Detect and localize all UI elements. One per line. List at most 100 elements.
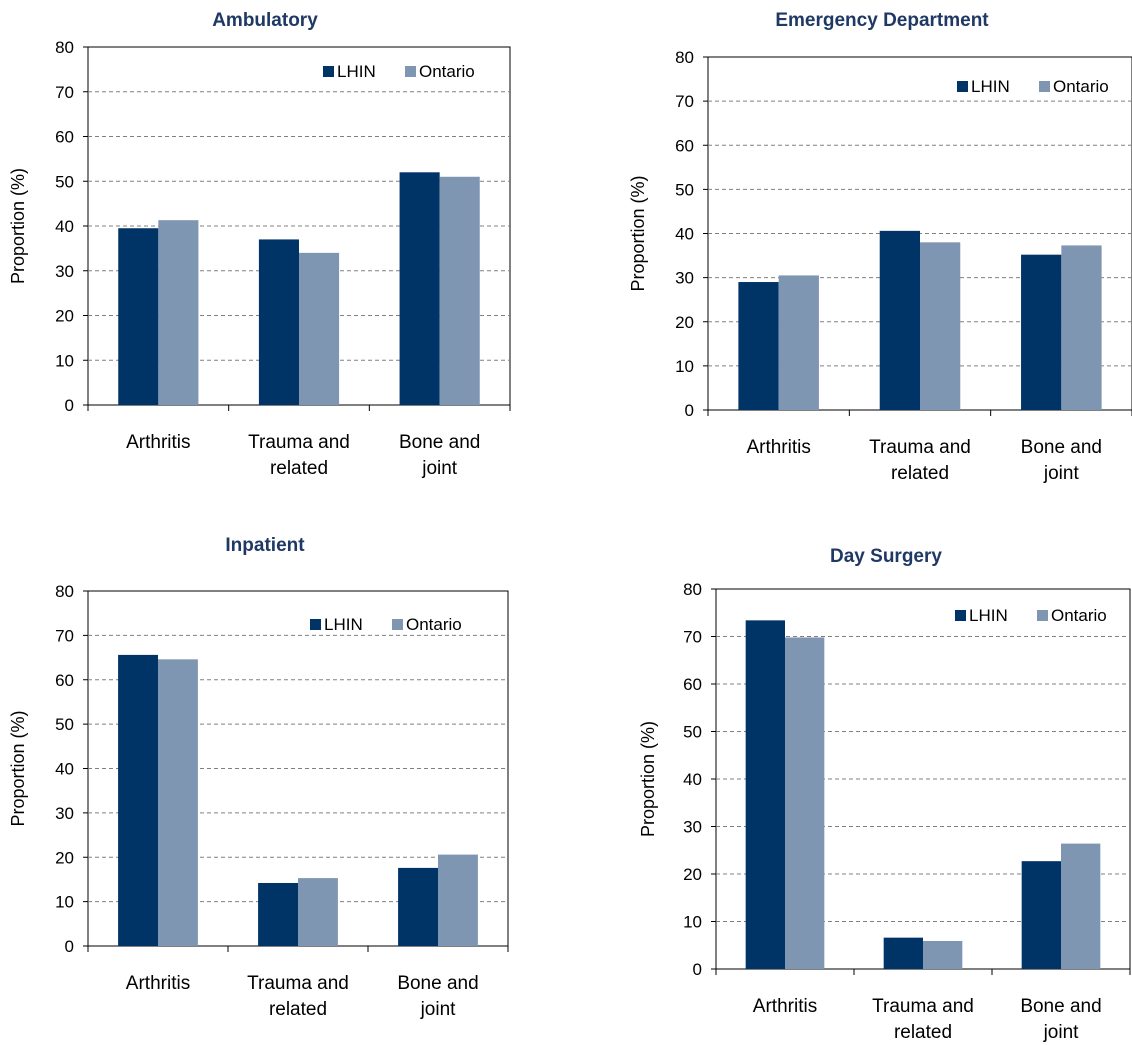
legend-label-ontario: Ontario [1053, 77, 1109, 96]
legend-label-ontario: Ontario [419, 62, 475, 81]
legend-label-ontario: Ontario [406, 615, 462, 634]
bar-ontario-2 [920, 242, 961, 410]
bar-ontario-2 [923, 940, 963, 969]
legend-swatch-ontario [1037, 610, 1048, 621]
bar-lhin-1 [118, 654, 158, 946]
y-tick-label: 20 [683, 865, 702, 884]
y-axis-label: Proportion (%) [638, 721, 658, 837]
y-tick-label: 40 [683, 770, 702, 789]
y-tick-label: 60 [683, 675, 702, 694]
y-tick-label: 0 [65, 937, 74, 956]
y-tick-label: 70 [55, 83, 74, 102]
bar-lhin-1 [118, 228, 159, 405]
y-axis-label: Proportion (%) [628, 175, 648, 291]
y-tick-label: 30 [55, 804, 74, 823]
y-tick-label: 20 [55, 307, 74, 326]
legend-label-lhin: LHIN [971, 77, 1010, 96]
y-tick-label: 60 [55, 671, 74, 690]
y-tick-label: 10 [683, 913, 702, 932]
legend-swatch-lhin [310, 619, 321, 630]
y-tick-label: 0 [65, 396, 74, 415]
category-label: Arthritis [753, 996, 817, 1017]
y-tick-label: 40 [55, 217, 74, 236]
chart-title: Inpatient [225, 535, 305, 556]
chart-title: Day Surgery [830, 546, 942, 567]
legend-swatch-ontario [392, 619, 403, 630]
y-tick-label: 70 [683, 628, 702, 647]
bar-ontario-1 [158, 659, 198, 946]
y-tick-label: 50 [55, 715, 74, 734]
chart-ambulatory: Ambulatory 0 10 20 30 40 50 60 70 80 Arthritis Trau… [0, 0, 566, 522]
legend-label-ontario: Ontario [1051, 606, 1107, 625]
category-label: Bone and joint [1020, 996, 1101, 1043]
bar-ontario-1 [158, 220, 199, 405]
chart-svg: Inpatient 0 10 20 30 40 50 60 70 80 Arthritis Traum… [8, 535, 509, 1020]
chart-svg: Emergency Department 0 10 20 30 40 50 60 70 80 Art… [628, 10, 1132, 484]
bar-lhin-2 [879, 230, 920, 410]
bar-ontario-1 [778, 275, 819, 410]
chart-day-surgery: Day Surgery 0 10 20 30 40 50 60 70 80 Arthritis Tra… [566, 522, 1132, 1045]
y-tick-label: 20 [675, 313, 694, 332]
bar-ontario-3 [1061, 245, 1102, 410]
chart-emergency-department: Emergency Department 0 10 20 30 40 50 60 70 80 Art… [566, 0, 1132, 522]
y-tick-label: 50 [55, 172, 74, 191]
bar-ontario-2 [298, 878, 338, 946]
legend-label-lhin: LHIN [969, 606, 1008, 625]
y-tick-label: 40 [675, 225, 694, 244]
y-axis-label: Proportion (%) [8, 168, 28, 284]
y-tick-label: 60 [55, 128, 74, 147]
legend-swatch-lhin [323, 66, 334, 77]
y-axis-label: Proportion (%) [8, 710, 28, 826]
category-label: Arthritis [746, 437, 810, 458]
bar-ontario-3 [439, 176, 480, 405]
legend-swatch-ontario [405, 66, 416, 77]
bar-lhin-3 [398, 867, 438, 946]
category-label: Trauma and related [872, 996, 974, 1043]
y-tick-label: 70 [675, 92, 694, 111]
y-tick-label: 30 [55, 262, 74, 281]
bar-lhin-2 [258, 882, 298, 946]
category-label: Arthritis [126, 973, 190, 994]
legend-label-lhin: LHIN [337, 62, 376, 81]
y-tick-label: 50 [675, 180, 694, 199]
bar-ontario-1 [785, 637, 825, 969]
bar-lhin-1 [745, 620, 785, 969]
legend-swatch-lhin [957, 81, 968, 92]
bar-ontario-2 [299, 252, 340, 405]
legend-swatch-ontario [1039, 81, 1050, 92]
bar-lhin-1 [738, 282, 779, 410]
y-tick-label: 0 [693, 960, 702, 979]
chart-svg: Day Surgery 0 10 20 30 40 50 60 70 80 Arthritis Tra… [638, 546, 1131, 1043]
bar-ontario-3 [1061, 843, 1101, 969]
category-label: Bone and joint [1021, 437, 1102, 484]
category-label: Arthritis [126, 432, 190, 453]
category-label: Trauma and related [248, 432, 350, 479]
y-tick-label: 30 [683, 818, 702, 837]
chart-title: Ambulatory [212, 10, 318, 31]
category-label: Trauma and related [247, 973, 349, 1020]
y-tick-label: 10 [55, 351, 74, 370]
y-tick-label: 10 [675, 357, 694, 376]
y-tick-label: 80 [55, 582, 74, 601]
legend-label-lhin: LHIN [324, 615, 363, 634]
y-tick-label: 70 [55, 626, 74, 645]
y-tick-label: 80 [55, 38, 74, 57]
y-tick-label: 40 [55, 760, 74, 779]
category-label: Bone and joint [399, 432, 480, 479]
bar-lhin-3 [399, 172, 440, 405]
bar-lhin-2 [883, 937, 923, 969]
y-tick-label: 20 [55, 848, 74, 867]
bar-ontario-3 [438, 854, 478, 946]
category-label: Bone and joint [397, 973, 478, 1020]
bar-lhin-3 [1021, 254, 1062, 410]
y-tick-label: 30 [675, 269, 694, 288]
y-tick-label: 50 [683, 723, 702, 742]
y-tick-label: 0 [685, 401, 694, 420]
legend-swatch-lhin [955, 610, 966, 621]
y-tick-label: 80 [683, 580, 702, 599]
y-tick-label: 10 [55, 893, 74, 912]
chart-title: Emergency Department [775, 10, 989, 31]
bar-lhin-2 [258, 239, 299, 405]
chart-inpatient: Inpatient 0 10 20 30 40 50 60 70 80 Arthritis Traum… [0, 522, 566, 1045]
category-label: Trauma and related [869, 437, 971, 484]
